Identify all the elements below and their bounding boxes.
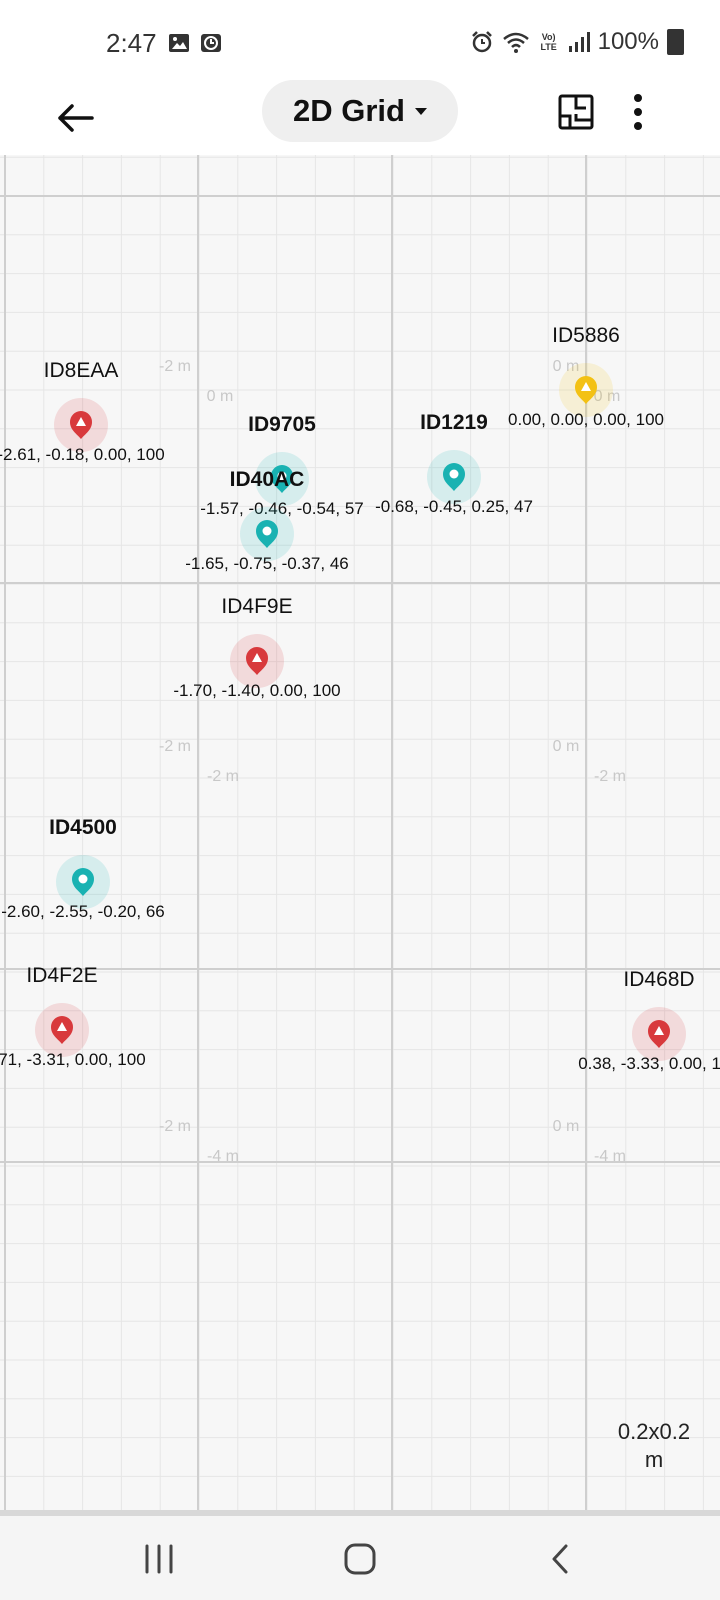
view-mode-dropdown[interactable]: 2D Grid: [262, 80, 458, 142]
grid-lines: [0, 155, 720, 1510]
alarm-icon: [471, 31, 492, 53]
status-bar: 2:47 Vo) LTE 100%: [0, 0, 720, 80]
gallery-notification-icon: [169, 34, 189, 52]
grid-scale-value: 0.2x0.2: [617, 1419, 691, 1444]
home-icon[interactable]: [342, 1542, 378, 1576]
grid-canvas[interactable]: [0, 155, 720, 1510]
more-vertical-icon[interactable]: [630, 92, 646, 132]
battery-percent: 100%: [597, 28, 659, 55]
signal-icon: [568, 32, 590, 52]
battery-icon: [667, 29, 684, 55]
lte-badge: Vo) LTE: [540, 32, 557, 52]
grid-bottom-edge: [0, 1510, 720, 1516]
nav-back-icon[interactable]: [548, 1542, 574, 1576]
arrow-left-icon[interactable]: [52, 96, 102, 140]
status-indicators: Vo) LTE 100%: [470, 28, 684, 56]
wifi-icon: [502, 32, 529, 53]
page-title: 2D Grid: [293, 93, 405, 128]
status-time: 2:47: [106, 28, 157, 58]
app-bar: 2D Grid: [0, 80, 720, 155]
clock-notification-icon: [201, 34, 221, 52]
grid-scale-label: 0.2x0.2 m: [612, 1418, 696, 1474]
floor-plan-icon[interactable]: [558, 94, 594, 130]
recent-apps-icon[interactable]: [142, 1542, 176, 1576]
caret-down-icon: [414, 107, 427, 115]
grid-scale-unit: m: [644, 1447, 664, 1472]
system-nav-bar: [0, 1516, 720, 1600]
